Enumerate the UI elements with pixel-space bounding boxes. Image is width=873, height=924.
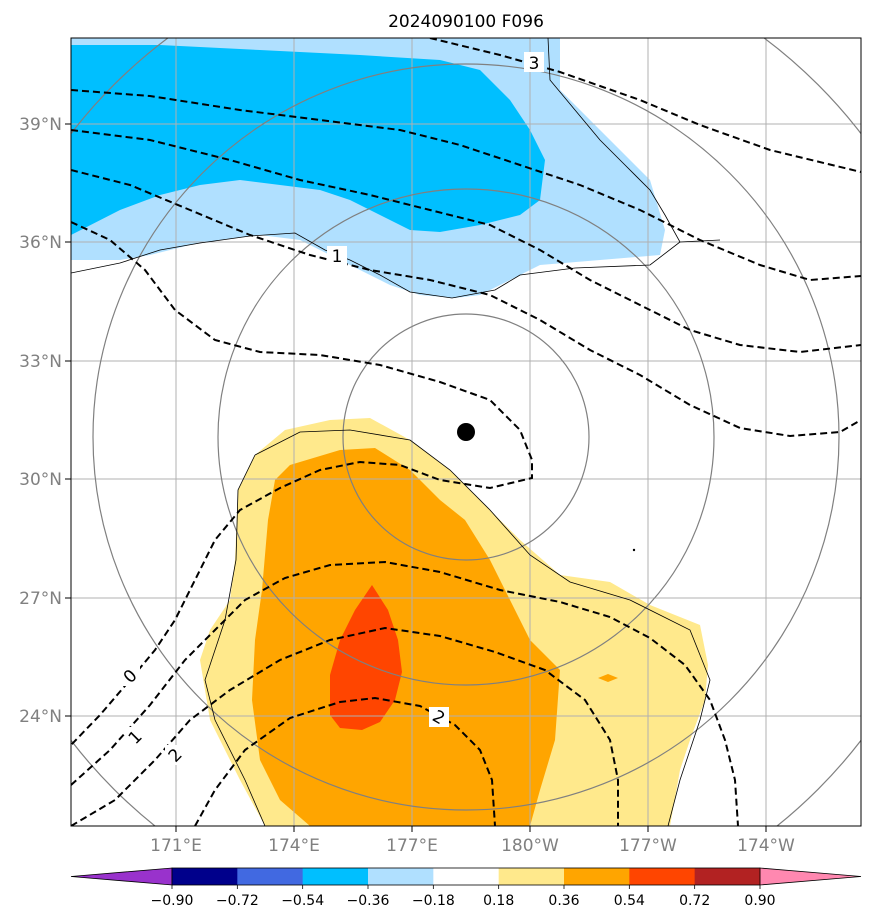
contour-label-bg	[165, 745, 185, 765]
colorbar-tick-label: 0.54	[614, 893, 645, 909]
colorbar-segment	[498, 868, 565, 885]
lon-tick-label: 177°W	[619, 836, 677, 856]
colorbar-segment	[564, 868, 630, 885]
contour-label: 1	[332, 247, 343, 267]
tick-marks	[65, 123, 767, 832]
colorbar-segment	[302, 868, 369, 885]
shade-red-orange	[330, 585, 402, 730]
colorbar-under-triangle	[70, 867, 173, 886]
colorbar-tick-label: 0.90	[744, 893, 775, 909]
contour-label-bg	[120, 666, 140, 686]
colorbar-segment	[172, 868, 238, 885]
colorbar-tick-label: 0.36	[548, 893, 579, 909]
colorbar-tick-label: −0.90	[151, 893, 194, 909]
colorbar: −0.90 −0.72 −0.54 −0.36 −0.18 0.18 0.36 0.54 0.7…	[70, 867, 862, 909]
lat-tick-label: 30°N	[19, 470, 62, 490]
contour-label-bg	[125, 727, 145, 747]
shade-orange	[252, 448, 560, 826]
lon-tick-label: 174°W	[737, 836, 795, 856]
lat-tick-labels: 39°N 36°N 33°N 30°N 27°N 24°N	[19, 115, 62, 727]
contour-label: 3	[529, 54, 540, 74]
colorbar-tick-label: −0.36	[347, 893, 390, 909]
colorbar-segment	[629, 868, 696, 885]
lon-tick-label: 171°E	[150, 836, 202, 856]
colorbar-tick-label: 0.72	[679, 893, 710, 909]
colorbar-segment	[237, 868, 304, 885]
lat-tick-label: 33°N	[19, 352, 62, 372]
contour-label-bg	[327, 246, 347, 266]
lon-tick-label: 177°E	[386, 836, 438, 856]
colorbar-tick-label: −0.18	[412, 893, 455, 909]
contour-label-bg	[524, 52, 544, 72]
lat-tick-label: 24°N	[19, 707, 62, 727]
lon-tick-labels: 171°E 174°E 177°E 180°W 177°W 174°W	[150, 836, 795, 856]
lat-tick-label: 36°N	[19, 233, 62, 253]
lat-tick-label: 27°N	[19, 589, 62, 609]
storm-center-dot	[457, 423, 475, 441]
small-dot	[632, 548, 636, 552]
figure-title: 2024090100 F096	[388, 12, 544, 32]
colorbar-segment	[433, 868, 500, 885]
shade-small-patch	[598, 674, 618, 682]
colorbar-tick-label: −0.54	[281, 893, 324, 909]
lat-tick-label: 39°N	[19, 115, 62, 135]
colorbar-over-triangle	[759, 867, 862, 886]
colorbar-frame	[171, 867, 761, 886]
lon-tick-label: 180°W	[501, 836, 559, 856]
colorbar-segment	[368, 868, 434, 885]
colorbar-segment	[694, 868, 761, 885]
contour-label-bg	[429, 707, 449, 727]
contour-labels: 3 1 0 1 2 2	[120, 52, 544, 767]
colorbar-tick-label: 0.18	[483, 893, 514, 909]
map-frame	[70, 37, 862, 827]
lon-tick-label: 174°E	[268, 836, 320, 856]
colorbar-tick-label: −0.72	[216, 893, 259, 909]
